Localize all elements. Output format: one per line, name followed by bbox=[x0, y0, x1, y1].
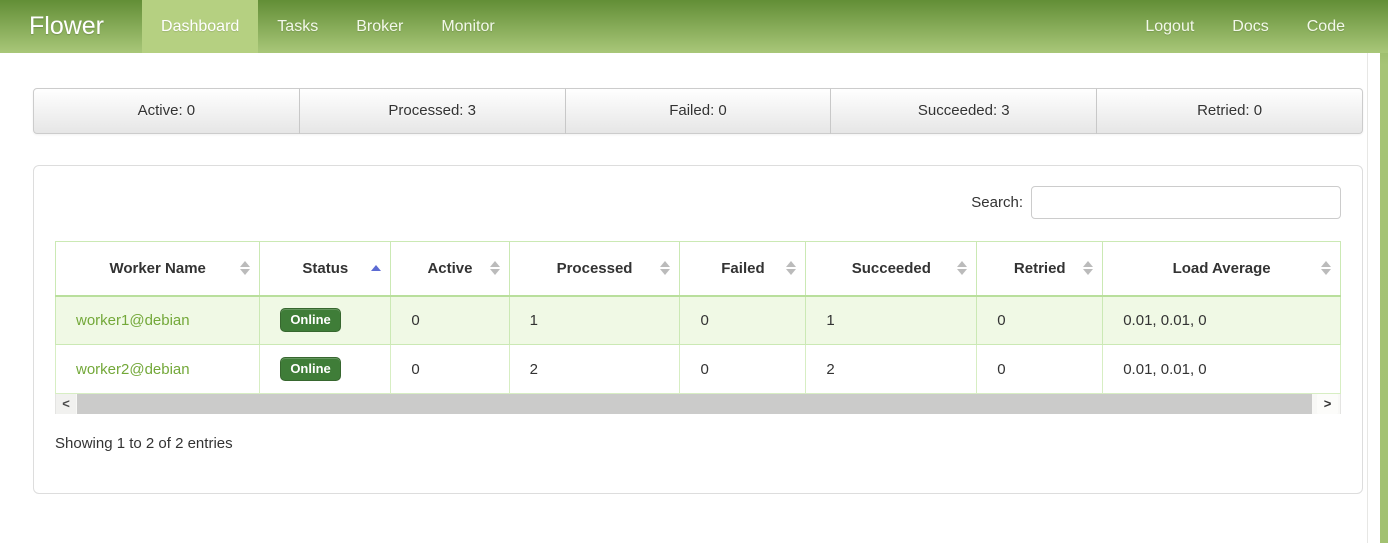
cell-active: 0 bbox=[390, 344, 510, 394]
brand-logo[interactable]: Flower bbox=[29, 12, 105, 40]
column-header-label: Succeeded bbox=[851, 259, 931, 277]
cell-worker: worker2@debian bbox=[54, 344, 261, 394]
search-row: Search: bbox=[55, 186, 1341, 219]
column-header-worker[interactable]: Worker Name bbox=[54, 241, 261, 297]
cell-processed: 2 bbox=[508, 344, 681, 394]
sort-both-icon bbox=[1321, 261, 1331, 276]
cell-processed: 1 bbox=[508, 295, 681, 345]
workers-table-wrap: Worker Name Status Active Processed Failed Su… bbox=[54, 241, 1341, 414]
worker-name-link[interactable]: worker2@debian bbox=[76, 360, 190, 378]
worker-name-link[interactable]: worker1@debian bbox=[76, 311, 190, 329]
workers-table-body: worker1@debian Online 0 1 0 1 0 0.01, 0.01, 0 wo… bbox=[54, 295, 1341, 394]
right-edge-stripe bbox=[1380, 0, 1388, 543]
sort-both-icon bbox=[957, 261, 968, 276]
stats-summary-bar: Active: 0 Processed: 3 Failed: 0 Succeed… bbox=[33, 88, 1363, 134]
search-label: Search: bbox=[971, 194, 1023, 211]
table-header-row: Worker Name Status Active Processed Failed Su… bbox=[54, 241, 1341, 297]
sort-ascending-icon bbox=[371, 265, 382, 272]
cell-status: Online bbox=[259, 344, 392, 394]
cell-status: Online bbox=[259, 295, 392, 345]
nav-item-monitor[interactable]: Monitor bbox=[441, 18, 495, 35]
column-header-label: Status bbox=[302, 259, 349, 277]
column-header-failed[interactable]: Failed bbox=[679, 241, 807, 297]
right-edge-line bbox=[1367, 53, 1368, 543]
nav-item-broker[interactable]: Broker bbox=[356, 18, 404, 35]
main-nav: Dashboard Tasks Broker Monitor bbox=[142, 0, 514, 53]
sort-both-icon bbox=[1083, 261, 1094, 276]
cell-retried: 0 bbox=[976, 344, 1104, 394]
top-navbar: Flower Dashboard Tasks Broker Monitor Lo… bbox=[0, 0, 1388, 53]
sort-both-icon bbox=[660, 261, 671, 276]
nav-item-docs[interactable]: Docs bbox=[1232, 18, 1269, 35]
column-header-label: Worker Name bbox=[109, 259, 206, 277]
table-summary-text: Showing 1 to 2 of 2 entries bbox=[55, 435, 233, 452]
column-header-label: Retried bbox=[1013, 259, 1066, 277]
cell-worker: worker1@debian bbox=[54, 295, 261, 345]
column-header-label: Failed bbox=[721, 259, 765, 277]
page-content: Active: 0 Processed: 3 Failed: 0 Succeed… bbox=[0, 88, 1388, 494]
sort-both-icon bbox=[786, 261, 797, 276]
column-header-retried[interactable]: Retried bbox=[976, 241, 1104, 297]
status-badge: Online bbox=[280, 308, 341, 333]
cell-succeeded: 1 bbox=[805, 295, 978, 345]
stat-succeeded-button[interactable]: Succeeded: 3 bbox=[831, 88, 1098, 134]
sort-both-icon bbox=[489, 261, 500, 276]
cell-failed: 0 bbox=[679, 344, 807, 394]
table-row: worker2@debian Online 0 2 0 2 0 0.01, 0.01, 0 bbox=[54, 344, 1341, 394]
column-header-label: Load Average bbox=[1172, 259, 1271, 277]
cell-load_average: 0.01, 0.01, 0 bbox=[1102, 344, 1341, 394]
sort-both-icon bbox=[240, 261, 251, 276]
stat-processed-button[interactable]: Processed: 3 bbox=[299, 88, 566, 134]
column-header-load_average[interactable]: Load Average bbox=[1102, 241, 1341, 297]
horizontal-scrollbar[interactable]: < > bbox=[55, 394, 1341, 414]
cell-active: 0 bbox=[390, 295, 510, 345]
secondary-nav: Logout Docs Code bbox=[1126, 0, 1388, 53]
nav-item-code[interactable]: Code bbox=[1306, 18, 1345, 35]
stat-active-button[interactable]: Active: 0 bbox=[33, 88, 300, 134]
scrollbar-thumb[interactable] bbox=[77, 394, 1312, 414]
column-header-succeeded[interactable]: Succeeded bbox=[805, 241, 978, 297]
cell-retried: 0 bbox=[976, 295, 1104, 345]
column-header-label: Processed bbox=[556, 259, 633, 277]
workers-table: Worker Name Status Active Processed Failed Su… bbox=[54, 241, 1341, 394]
stat-retried-button[interactable]: Retried: 0 bbox=[1097, 88, 1363, 134]
column-header-label: Active bbox=[427, 259, 473, 277]
status-badge: Online bbox=[280, 357, 341, 381]
nav-item-dashboard[interactable]: Dashboard bbox=[142, 0, 259, 53]
workers-table-head: Worker Name Status Active Processed Failed Su… bbox=[54, 241, 1341, 297]
nav-item-tasks[interactable]: Tasks bbox=[277, 18, 319, 35]
workers-panel: Search: Worker Name Status Active Processed… bbox=[33, 165, 1363, 494]
scroll-left-button[interactable]: < bbox=[56, 394, 76, 414]
stat-failed-button[interactable]: Failed: 0 bbox=[565, 88, 832, 134]
column-header-processed[interactable]: Processed bbox=[508, 241, 681, 297]
cell-failed: 0 bbox=[679, 295, 807, 345]
cell-load_average: 0.01, 0.01, 0 bbox=[1102, 295, 1341, 345]
column-header-active[interactable]: Active bbox=[390, 241, 510, 297]
nav-item-logout[interactable]: Logout bbox=[1145, 18, 1195, 35]
column-header-status[interactable]: Status bbox=[259, 241, 392, 297]
scroll-right-button[interactable]: > bbox=[1317, 394, 1338, 414]
search-input[interactable] bbox=[1031, 186, 1341, 219]
cell-succeeded: 2 bbox=[805, 344, 978, 394]
table-row: worker1@debian Online 0 1 0 1 0 0.01, 0.01, 0 bbox=[54, 295, 1341, 345]
